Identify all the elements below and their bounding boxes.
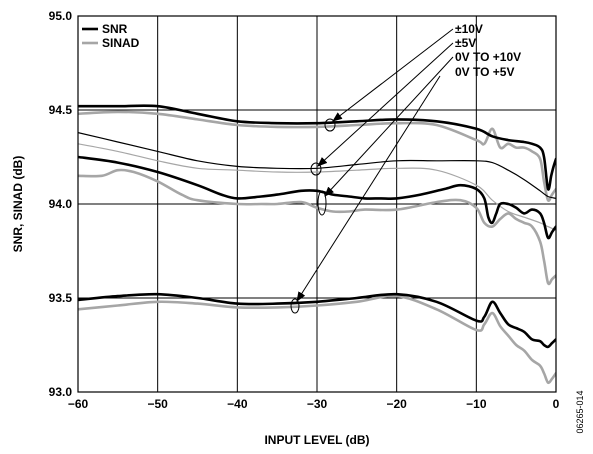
series-line-snr-0v-to-10v	[78, 155, 556, 240]
annotations: ±10V ±5V 0V TO +10V 0V TO +5V	[290, 22, 521, 314]
series-line-sinad-0v-to-10v	[78, 168, 556, 286]
x-tick-label: 0	[553, 397, 560, 411]
annotation-arrow-10v	[332, 28, 454, 122]
annotation-arrow-5v	[317, 42, 454, 167]
legend-label-sinad: SINAD	[102, 36, 140, 50]
series-line-snr-10v	[78, 104, 556, 191]
x-tick-label: −40	[227, 397, 248, 411]
x-tick-label: −50	[147, 397, 168, 411]
series-line-sinad-10v	[78, 110, 556, 202]
y-tick-label: 94.5	[49, 103, 73, 117]
y-tick-label: 93.0	[49, 385, 73, 399]
y-tick-label: 94.0	[49, 197, 73, 211]
y-tick-label: 93.5	[49, 291, 73, 305]
legend-label-snr: SNR	[102, 22, 128, 36]
series-line-sinad-0v-to-5v	[78, 294, 556, 385]
series-line-snr-0v-to-5v	[78, 292, 556, 349]
annotation-marker-10v	[324, 118, 336, 132]
axis-ticks: −60 −50 −40 −30 −20 −10 0 93.0 93.5 94.0 94.5 95.0	[49, 9, 560, 411]
annotation-marker-5v	[310, 162, 322, 176]
annotation-arrow-0-to-5v	[296, 75, 441, 302]
x-tick-label: −20	[386, 397, 407, 411]
annotation-label-10v: ±10V	[455, 22, 483, 36]
x-tick-label: −10	[466, 397, 487, 411]
series-layer	[78, 104, 556, 385]
annotation-label-0-to-10v: 0V TO +10V	[455, 50, 521, 64]
series-line-sinad-5v	[78, 143, 556, 231]
annotation-arrow-0-to-10v	[324, 56, 454, 197]
annotation-marker-0-to-5v	[290, 298, 300, 314]
annotation-marker-0-to-10v	[317, 190, 327, 216]
x-tick-label: −30	[307, 397, 328, 411]
x-tick-label: −60	[68, 397, 89, 411]
annotation-label-5v: ±5V	[455, 36, 476, 50]
plot-frame	[77, 15, 557, 393]
series-line-snr-5v	[78, 132, 556, 199]
y-axis-title: SNR, SINAD (dB)	[11, 156, 25, 253]
grid-lines	[78, 16, 556, 392]
y-tick-label: 95.0	[49, 9, 73, 23]
annotation-label-0-to-5v: 0V TO +5V	[455, 65, 514, 79]
figure-id: 06265-014	[575, 390, 585, 433]
x-axis-title: INPUT LEVEL (dB)	[264, 433, 369, 447]
legend: SNR SINAD	[82, 22, 140, 50]
